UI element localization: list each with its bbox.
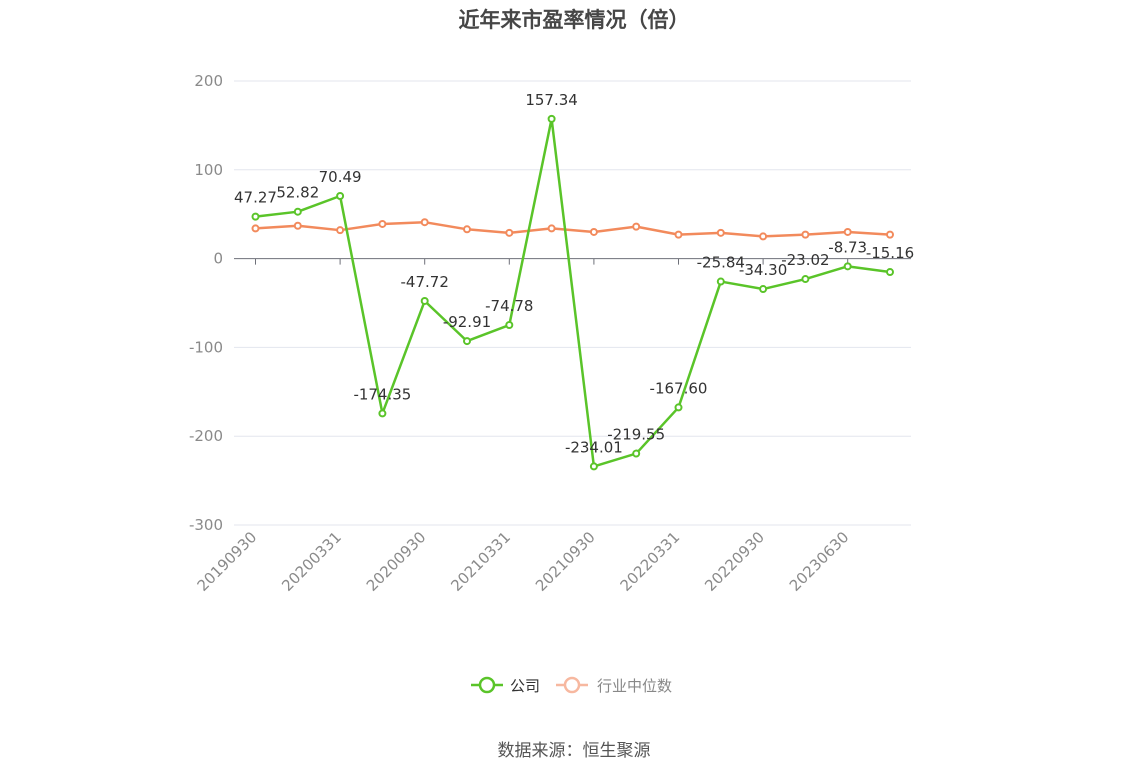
grid-lines — [234, 80, 911, 526]
legend-marker — [563, 676, 581, 694]
company-data-point — [251, 212, 260, 221]
company-data-point — [759, 285, 768, 294]
industry-data-point — [378, 219, 387, 228]
data-label: -174.35 — [353, 385, 411, 403]
legend: 公司 行业中位数 — [471, 676, 672, 695]
company-data-point — [716, 277, 725, 286]
company-data-point — [420, 296, 429, 305]
company-data-point — [589, 462, 598, 471]
x-tick-label: 20190930 — [194, 528, 261, 595]
company-data-point — [801, 275, 810, 284]
industry-data-point — [463, 225, 471, 234]
series-lines — [255, 117, 891, 468]
data-label: -74.78 — [485, 297, 533, 315]
y-tick-label: 100 — [194, 161, 223, 179]
industry-data-point — [886, 230, 894, 239]
industry-data-point — [632, 222, 641, 231]
data-label: -8.73 — [828, 238, 867, 256]
company-data-point — [547, 114, 556, 123]
y-axis-ticks: 200 100 0 -100 -200 -300 — [189, 72, 223, 534]
data-label: -167.60 — [650, 379, 708, 397]
y-tick-label: 0 — [213, 250, 223, 268]
data-label: 70.49 — [319, 168, 362, 186]
industry-data-point — [674, 230, 683, 239]
company-data-point — [336, 192, 345, 201]
data-label: 52.82 — [276, 184, 319, 202]
data-label: 157.34 — [525, 91, 578, 109]
x-tick-label: 20210331 — [447, 528, 514, 595]
x-tick-label: 20210930 — [532, 528, 599, 595]
x-tick-label: 20200930 — [363, 528, 430, 595]
series-points — [251, 114, 894, 471]
legend-item-industry-median[interactable]: 行业中位数 — [556, 676, 672, 695]
industry-data-point — [759, 232, 768, 241]
data-label: 47.27 — [234, 189, 277, 207]
industry-median-line — [255, 220, 891, 238]
y-tick-label: -200 — [189, 427, 223, 445]
data-label: -34.30 — [739, 261, 787, 279]
x-tick-label: 20220331 — [617, 528, 684, 595]
company-data-point — [886, 268, 894, 277]
industry-data-point — [801, 230, 810, 239]
industry-data-point — [293, 221, 302, 230]
industry-data-point — [589, 227, 598, 236]
legend-label: 公司 — [510, 677, 540, 695]
company-series-line — [255, 117, 891, 468]
x-tick-label: 20220930 — [701, 528, 768, 595]
data-label: -47.72 — [401, 273, 449, 291]
data-label: -25.84 — [697, 254, 745, 272]
x-axis: 20190930 20200331 20200930 20210331 20210930… — [194, 258, 911, 595]
legend-marker — [478, 676, 496, 694]
company-data-point — [505, 321, 514, 330]
data-label: -23.02 — [781, 251, 829, 269]
industry-data-point — [420, 218, 429, 227]
data-label: -219.55 — [607, 426, 665, 444]
x-tick-label: 20200331 — [278, 528, 345, 595]
company-data-point — [674, 403, 683, 412]
x-tick-label: 20230630 — [786, 528, 853, 595]
data-label: -15.16 — [866, 244, 914, 262]
legend-label: 行业中位数 — [597, 677, 672, 695]
company-data-point — [463, 337, 471, 346]
industry-data-point — [251, 224, 260, 233]
company-data-point — [378, 409, 387, 418]
industry-data-point — [505, 228, 514, 237]
data-source-note: 数据来源：恒生聚源 — [497, 741, 651, 761]
y-tick-label: -300 — [189, 516, 223, 534]
data-label: -92.91 — [443, 313, 491, 331]
industry-data-point — [547, 224, 556, 233]
company-data-point — [293, 207, 302, 216]
data-label: -234.01 — [565, 438, 623, 456]
industry-data-point — [716, 228, 725, 237]
company-data-point — [843, 262, 852, 271]
chart-title: 近年来市盈率情况（倍） — [458, 8, 690, 32]
legend-item-company[interactable]: 公司 — [471, 676, 540, 695]
industry-data-point — [336, 226, 345, 235]
y-tick-label: 200 — [194, 72, 223, 90]
company-data-point — [632, 449, 641, 458]
industry-data-point — [843, 227, 852, 236]
y-tick-label: -100 — [189, 338, 223, 356]
